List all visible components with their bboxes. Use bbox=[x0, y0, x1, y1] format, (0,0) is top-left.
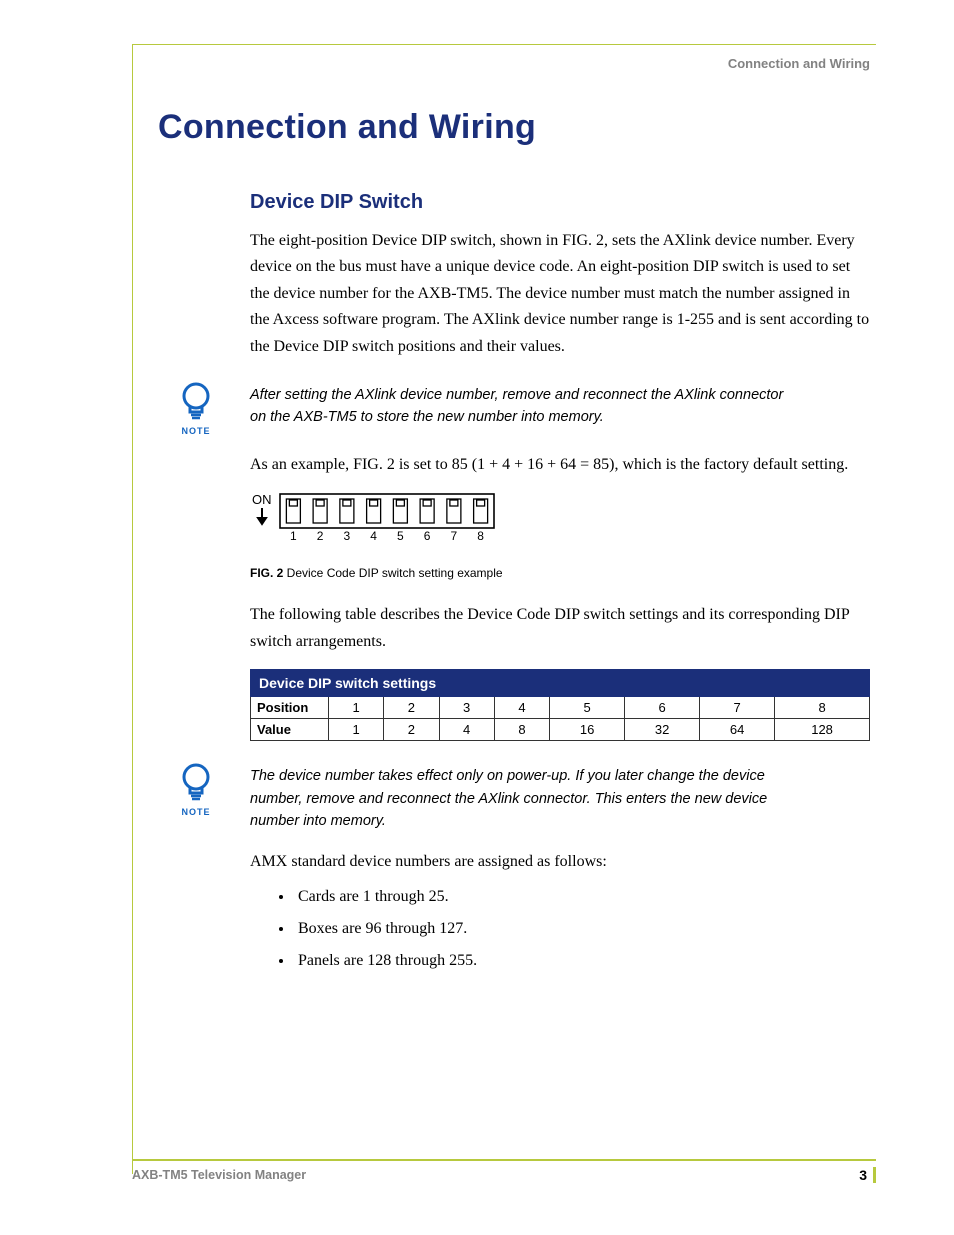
cell: 8 bbox=[494, 719, 549, 741]
fig-text: Device Code DIP switch setting example bbox=[283, 566, 502, 580]
cell: 5 bbox=[550, 697, 625, 719]
table-title: Device DIP switch settings bbox=[251, 670, 870, 697]
dip-settings-table: Device DIP switch settings Position 1 2 … bbox=[250, 669, 870, 741]
cell: 128 bbox=[775, 719, 870, 741]
cell: 64 bbox=[700, 719, 775, 741]
svg-text:3: 3 bbox=[344, 529, 351, 542]
section-heading: Device DIP Switch bbox=[250, 191, 872, 214]
svg-text:2: 2 bbox=[317, 529, 324, 542]
row-label-position: Position bbox=[251, 697, 329, 719]
table-row: Position 1 2 3 4 5 6 7 8 bbox=[251, 697, 870, 719]
cell: 8 bbox=[775, 697, 870, 719]
svg-text:ON: ON bbox=[252, 492, 272, 507]
svg-text:4: 4 bbox=[370, 529, 377, 542]
cell: 7 bbox=[700, 697, 775, 719]
lightbulb-icon bbox=[176, 380, 216, 424]
svg-text:7: 7 bbox=[451, 529, 458, 542]
note-icon: NOTE bbox=[166, 761, 226, 817]
page-number: 3 bbox=[859, 1167, 876, 1183]
figure-caption: FIG. 2 Device Code DIP switch setting ex… bbox=[250, 566, 872, 580]
cell: 6 bbox=[625, 697, 700, 719]
note-label: NOTE bbox=[166, 426, 226, 436]
list-item: Panels are 128 through 255. bbox=[294, 949, 872, 973]
running-header: Connection and Wiring bbox=[728, 56, 870, 71]
list-item: Boxes are 96 through 127. bbox=[294, 917, 872, 941]
amx-line: AMX standard device numbers are assigned… bbox=[250, 849, 872, 875]
lightbulb-icon bbox=[176, 761, 216, 805]
cell: 32 bbox=[625, 719, 700, 741]
intro-paragraph: The eight-position Device DIP switch, sh… bbox=[250, 228, 872, 360]
cell: 2 bbox=[384, 719, 439, 741]
cell: 16 bbox=[550, 719, 625, 741]
cell: 4 bbox=[494, 697, 549, 719]
svg-text:1: 1 bbox=[290, 529, 297, 542]
example-line: As an example, FIG. 2 is set to 85 (1 + … bbox=[250, 452, 872, 478]
dip-switch-figure: ON 1 2 3 4 5 6 7 8 FIG. 2 Device Code DIP switch… bbox=[250, 490, 872, 580]
content: Device DIP Switch The eight-position Dev… bbox=[250, 191, 872, 973]
note-1: NOTE After setting the AXlink device num… bbox=[166, 380, 872, 436]
note-icon: NOTE bbox=[166, 380, 226, 436]
footer: AXB-TM5 Television Manager 3 bbox=[132, 1159, 876, 1183]
device-number-list: Cards are 1 through 25. Boxes are 96 thr… bbox=[294, 885, 872, 973]
cell: 1 bbox=[329, 697, 384, 719]
cell: 1 bbox=[329, 719, 384, 741]
note-label: NOTE bbox=[166, 807, 226, 817]
cell: 3 bbox=[439, 697, 494, 719]
fig-label: FIG. 2 bbox=[250, 566, 283, 580]
svg-text:6: 6 bbox=[424, 529, 431, 542]
page: Connection and Wiring Connection and Wir… bbox=[0, 0, 954, 1235]
page-title: Connection and Wiring bbox=[158, 108, 874, 147]
table-intro: The following table describes the Device… bbox=[250, 602, 872, 655]
top-rule bbox=[132, 44, 876, 45]
note-text: After setting the AXlink device number, … bbox=[250, 380, 790, 429]
svg-text:5: 5 bbox=[397, 529, 404, 542]
note-2: NOTE The device number takes effect only… bbox=[166, 761, 872, 832]
side-rule bbox=[132, 44, 133, 1174]
dip-switch-diagram: ON 1 2 3 4 5 6 7 8 bbox=[250, 490, 500, 542]
cell: 2 bbox=[384, 697, 439, 719]
footer-title: AXB-TM5 Television Manager bbox=[132, 1168, 306, 1182]
list-item: Cards are 1 through 25. bbox=[294, 885, 872, 909]
cell: 4 bbox=[439, 719, 494, 741]
note-text: The device number takes effect only on p… bbox=[250, 761, 790, 832]
row-label-value: Value bbox=[251, 719, 329, 741]
svg-text:8: 8 bbox=[477, 529, 484, 542]
table-row: Value 1 2 4 8 16 32 64 128 bbox=[251, 719, 870, 741]
